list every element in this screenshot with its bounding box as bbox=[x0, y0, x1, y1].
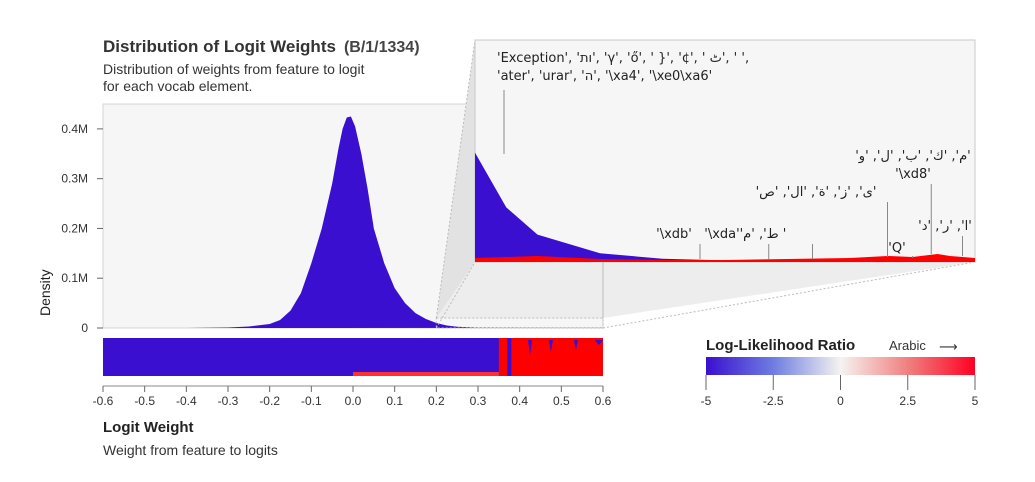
y-axis: 0 0.1M 0.2M 0.3M 0.4M bbox=[61, 122, 103, 335]
inset-series-group bbox=[475, 152, 975, 262]
zoom-line-left-bottom bbox=[435, 261, 476, 329]
llr-strip-red-segment bbox=[511, 338, 603, 376]
annotation-label: 'ater', 'urar', 'ה', '\xa4', '\xe0\xa6' bbox=[497, 69, 712, 84]
colorbar-tick-label: -2.5 bbox=[763, 394, 784, 408]
x-tick-label: 0.0 bbox=[345, 394, 362, 408]
llr-strip-blue-wedge bbox=[528, 340, 533, 355]
llr-strip-blue-wedge bbox=[507, 340, 512, 366]
annotation-label: '\xd8' bbox=[895, 167, 931, 182]
x-tick-label: -0.5 bbox=[134, 394, 155, 408]
llr-strip-red-base bbox=[353, 372, 499, 376]
chart-title: Distribution of Logit Weights (B/1/1334) bbox=[103, 37, 420, 56]
colorbar-title: Log-Likelihood Ratio bbox=[706, 337, 855, 354]
zoom-region-box bbox=[435, 317, 604, 329]
x-tick-label: -0.2 bbox=[259, 394, 280, 408]
annotation-label: 'م', 'ك', 'ب', 'ل', 'و' bbox=[855, 149, 971, 164]
inset-area-red bbox=[475, 254, 975, 262]
llr-strip bbox=[103, 338, 603, 376]
x-axis-label: Logit Weight bbox=[103, 419, 194, 436]
llr-strip-blue-wedge bbox=[548, 340, 553, 352]
zoom-inset-frame bbox=[474, 39, 976, 263]
colorbar-tick-label: 0 bbox=[837, 394, 844, 408]
x-tick-label: -0.3 bbox=[218, 394, 239, 408]
x-tick-label: -0.1 bbox=[301, 394, 322, 408]
zoom-line-right-bottom bbox=[602, 261, 976, 329]
y-tick-label: 0 bbox=[81, 321, 88, 335]
annotation-label: 'ا', 'ر', 'د' bbox=[918, 219, 972, 234]
inset-area-blue bbox=[475, 152, 975, 262]
llr-strip-blue-wedge bbox=[594, 340, 603, 345]
colorbar-tick-label: -5 bbox=[701, 394, 712, 408]
feature-id: (B/1/1334) bbox=[344, 39, 420, 56]
zoom-line-left-top bbox=[435, 39, 476, 319]
colorbar-gradient bbox=[706, 357, 975, 375]
colorbar-axis: -5 -2.5 0 2.5 5 bbox=[701, 375, 979, 408]
inset-annotations: 'Exception', 'ות', 'γ', 'ő', ' }', '¢', … bbox=[497, 51, 972, 259]
annotation-label: 'Exception', 'ות', 'γ', 'ő', ' }', '¢', … bbox=[497, 51, 749, 66]
x-tick-label: 0.6 bbox=[595, 394, 612, 408]
x-tick-label: 0.2 bbox=[428, 394, 445, 408]
x-tick-label: -0.4 bbox=[176, 394, 197, 408]
x-tick-label: 0.3 bbox=[470, 394, 487, 408]
subtitle-line-2: for each vocab element. bbox=[103, 78, 252, 94]
annotation-label: '\xdb' bbox=[656, 227, 692, 242]
y-tick-label: 0.1M bbox=[61, 271, 88, 285]
zoom-connector bbox=[435, 39, 976, 329]
y-tick-label: 0.2M bbox=[61, 221, 88, 235]
x-axis: -0.6 -0.5 -0.4 -0.3 -0.2 -0.1 0.0 0.1 0.2 0.3 0.4 0… bbox=[93, 385, 612, 408]
x-tick-label: 0.4 bbox=[511, 394, 528, 408]
llr-strip-red-segment bbox=[498, 338, 508, 376]
llr-strip-blue-wedge bbox=[573, 340, 578, 350]
x-tick-label: -0.6 bbox=[93, 394, 114, 408]
annotation-label: 'Q' bbox=[888, 241, 905, 256]
annotation-label: '\xda' bbox=[704, 227, 739, 242]
y-tick-label: 0.4M bbox=[61, 122, 88, 136]
x-tick-label: 0.1 bbox=[386, 394, 403, 408]
colorbar-tick-label: 2.5 bbox=[899, 394, 916, 408]
y-axis-label: Density bbox=[37, 269, 53, 316]
colorbar-direction-label: Arabic bbox=[889, 338, 926, 353]
arrow-right-icon: ⟶ bbox=[939, 339, 958, 354]
y-tick-label: 0.3M bbox=[61, 172, 88, 186]
subtitle-line-1: Distribution of weights from feature to … bbox=[103, 61, 365, 77]
zoom-connector-fill bbox=[436, 262, 975, 318]
x-axis-sublabel: Weight from feature to logits bbox=[103, 442, 278, 458]
colorbar-tick-label: 5 bbox=[972, 394, 979, 408]
x-tick-label: 0.5 bbox=[553, 394, 570, 408]
annotation-label: ' ط', 'م' bbox=[740, 227, 787, 242]
annotation-label: 'ی', 'ز', 'ة', 'ال', 'ص' bbox=[756, 185, 877, 200]
